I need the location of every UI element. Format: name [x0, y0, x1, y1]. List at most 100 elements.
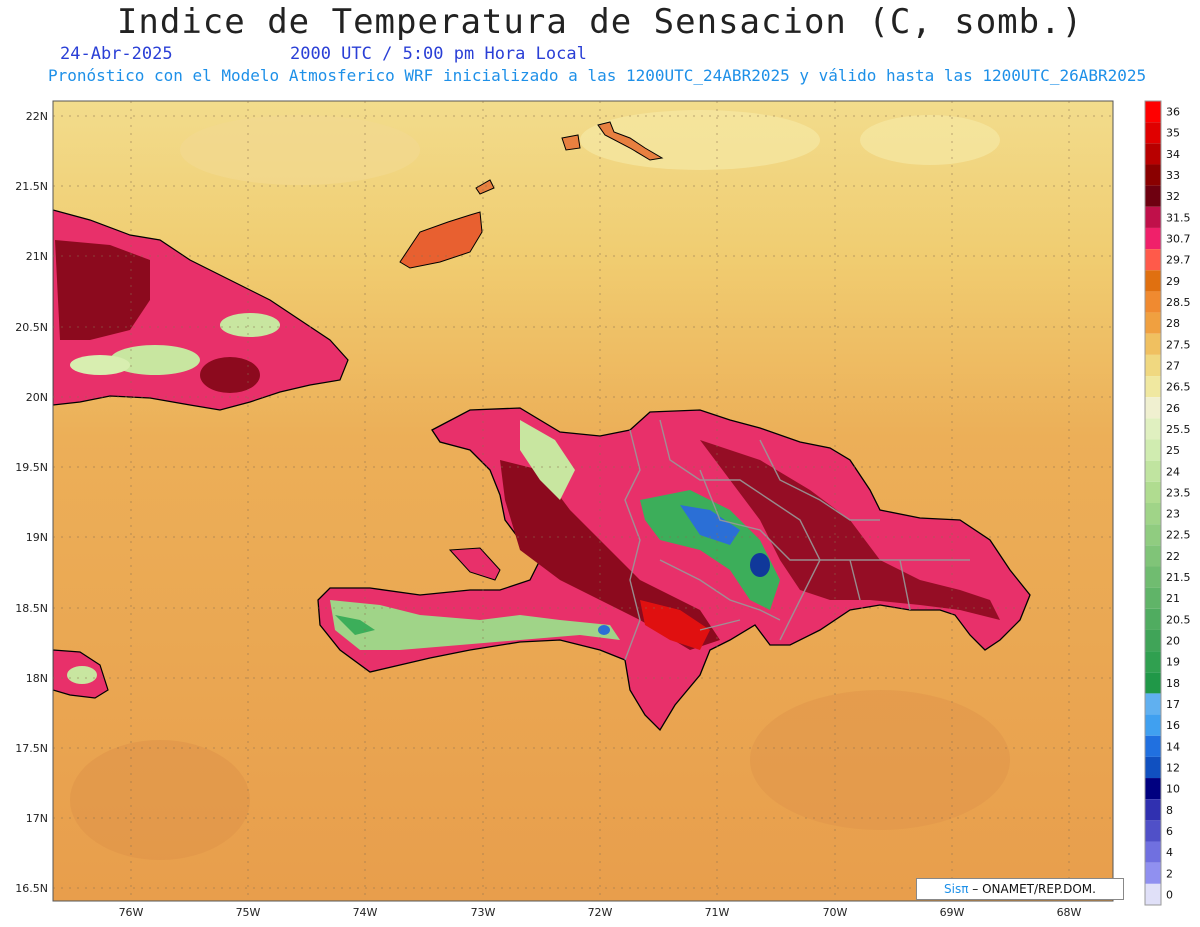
- credit-box: Sisπ – ONAMET/REP.DOM.: [916, 878, 1124, 900]
- colorbar-label: 12: [1166, 761, 1180, 774]
- credit-logo-text: Sisπ: [944, 882, 969, 896]
- colorbar-label: 27: [1166, 359, 1180, 372]
- colorbar-label: 22.5: [1166, 529, 1191, 542]
- cuba-land: [53, 209, 349, 411]
- colorbar-label: 20.5: [1166, 613, 1191, 626]
- date-label: 24-Abr-2025: [60, 44, 173, 64]
- colorbar-label: 6: [1166, 825, 1173, 838]
- colorbar-label: 16: [1166, 719, 1180, 732]
- colorbar-label: 29.7: [1166, 254, 1191, 267]
- forecast-subtitle: Pronóstico con el Modelo Atmosferico WRF…: [48, 66, 1147, 85]
- lat-label: 16.5N: [15, 882, 48, 895]
- colorbar-swatch: [1145, 503, 1161, 525]
- colorbar-swatch: [1145, 460, 1161, 482]
- colorbar-swatch: [1145, 820, 1161, 842]
- grid-lines: [53, 101, 1113, 901]
- colorbar-swatch: [1145, 418, 1161, 440]
- colorbar-label: 0: [1166, 888, 1173, 901]
- colorbar-label: 2: [1166, 867, 1173, 880]
- colorbar: 363534333231.530.729.72928.52827.52726.5…: [1144, 100, 1191, 906]
- lat-label: 17.5N: [15, 742, 48, 755]
- colorbar-label: 10: [1166, 783, 1180, 796]
- colorbar-swatch: [1145, 672, 1161, 694]
- colorbar-swatch: [1145, 693, 1161, 715]
- colorbar-label: 20: [1166, 635, 1180, 648]
- map-frame: [52, 100, 1114, 902]
- colorbar-swatch: [1145, 862, 1161, 884]
- colorbar-label: 27.5: [1166, 338, 1191, 351]
- colorbar-swatch: [1145, 206, 1161, 228]
- lat-label: 19.5N: [15, 461, 48, 474]
- colorbar-swatch: [1145, 333, 1161, 355]
- colorbar-label: 21: [1166, 592, 1180, 605]
- colorbar-swatch: [1145, 227, 1161, 250]
- colorbar-swatch: [1145, 249, 1161, 271]
- colorbar-swatch: [1145, 799, 1161, 821]
- colorbar-label: 26: [1166, 402, 1180, 415]
- colorbar-label: 17: [1166, 698, 1180, 711]
- lon-label: 76W: [119, 906, 144, 919]
- colorbar-label: 14: [1166, 740, 1180, 753]
- hispaniola-land: [317, 407, 1031, 732]
- time-label: 2000 UTC / 5:00 pm Hora Local: [290, 44, 587, 64]
- colorbar-swatch: [1145, 164, 1161, 186]
- colorbar-label: 8: [1166, 804, 1173, 817]
- colorbar-swatch: [1145, 143, 1161, 165]
- colorbar-swatch: [1145, 566, 1161, 588]
- colorbar-label: 34: [1166, 148, 1180, 161]
- colorbar-swatch: [1145, 354, 1161, 377]
- colorbar-label: 4: [1166, 846, 1173, 859]
- colorbar-swatch: [1145, 651, 1161, 673]
- colorbar-label: 26.5: [1166, 381, 1191, 394]
- colorbar-label: 28: [1166, 317, 1180, 330]
- colorbar-label: 36: [1166, 106, 1180, 119]
- colorbar-swatch: [1145, 270, 1161, 292]
- lat-labels: 22N 21.5N 21N 20.5N 20N 19.5N 19N 18.5N …: [15, 110, 48, 895]
- lon-label: 72W: [588, 906, 613, 919]
- map-field: [53, 101, 1113, 901]
- colorbar-swatch: [1145, 439, 1161, 461]
- colorbar-swatch: [1145, 524, 1161, 546]
- colorbar-label: 25: [1166, 444, 1180, 457]
- colorbar-label: 21.5: [1166, 571, 1191, 584]
- colorbar-label: 24: [1166, 465, 1180, 478]
- lon-labels: 76W 75W 74W 73W 72W 71W 70W 69W 68W: [119, 906, 1082, 919]
- map-title: Indice de Temperatura de Sensacion (C, s…: [116, 2, 1084, 42]
- lon-label: 73W: [471, 906, 496, 919]
- colorbar-swatch: [1145, 629, 1161, 652]
- colorbar-swatch: [1145, 714, 1161, 736]
- credit-text: – ONAMET/REP.DOM.: [968, 882, 1096, 896]
- colorbar-swatch: [1145, 481, 1161, 503]
- colorbar-label: 25.5: [1166, 423, 1191, 436]
- colorbar-label: 28.5: [1166, 296, 1191, 309]
- colorbar-swatch: [1145, 587, 1161, 609]
- colorbar-label: 33: [1166, 169, 1180, 182]
- colorbar-label: 30.7: [1166, 233, 1191, 246]
- jamaica-land: [53, 649, 109, 699]
- colorbar-swatch: [1145, 608, 1161, 630]
- colorbar-label: 19: [1166, 656, 1180, 669]
- colorbar-label: 32: [1166, 190, 1180, 203]
- colorbar-swatch: [1145, 122, 1161, 144]
- lat-label: 18N: [26, 672, 48, 685]
- colorbar-swatch: [1145, 778, 1161, 800]
- colorbar-label: 35: [1166, 127, 1180, 140]
- colorbar-label: 29: [1166, 275, 1180, 288]
- colorbar-swatch: [1145, 291, 1161, 313]
- colorbar-swatch: [1145, 841, 1161, 863]
- colorbar-label: 22: [1166, 550, 1180, 563]
- lon-label: 70W: [823, 906, 848, 919]
- colorbar-swatch: [1145, 735, 1161, 757]
- colorbar-label: 23: [1166, 508, 1180, 521]
- lat-label: 21.5N: [15, 180, 48, 193]
- lat-label: 21N: [26, 250, 48, 263]
- lon-label: 74W: [353, 906, 378, 919]
- colorbar-swatch: [1145, 312, 1161, 334]
- inagua-land: [399, 211, 483, 269]
- colorbar-swatch: [1145, 545, 1161, 567]
- lon-label: 71W: [705, 906, 730, 919]
- colorbar-label: 23.5: [1166, 486, 1191, 499]
- lat-label: 20.5N: [15, 321, 48, 334]
- colorbar-swatch: [1145, 883, 1161, 905]
